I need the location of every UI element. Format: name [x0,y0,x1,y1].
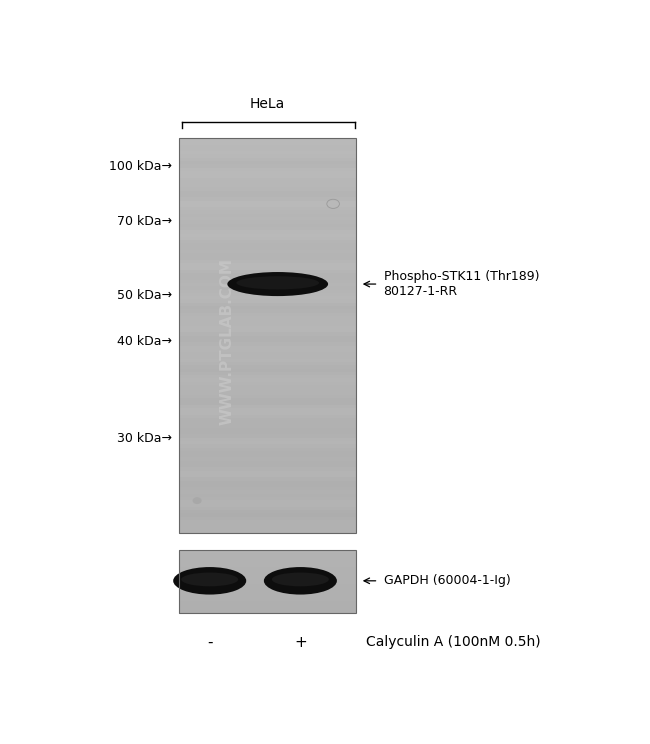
Bar [179,187,356,192]
Ellipse shape [173,567,246,594]
Bar [179,207,356,211]
Bar [179,578,356,580]
Bar [179,375,356,379]
Bar [179,582,356,585]
Bar [179,592,356,595]
Bar [179,293,356,298]
Bar [179,237,356,241]
Bar [179,589,356,591]
Bar [179,395,356,400]
Text: Phospho-STK11 (Thr189)
80127-1-RR: Phospho-STK11 (Thr189) 80127-1-RR [384,270,539,298]
Bar [179,609,356,612]
Bar [179,356,356,360]
Ellipse shape [181,573,238,586]
Bar [179,138,356,142]
Bar [179,201,356,205]
Ellipse shape [192,497,202,504]
Bar [179,612,356,614]
Bar [179,270,356,275]
Bar [179,250,356,254]
Ellipse shape [237,276,319,289]
Text: -: - [207,635,213,650]
Bar [179,448,356,452]
Bar [179,500,356,504]
Bar [179,243,356,248]
Bar [179,161,356,165]
Bar [179,257,356,261]
Bar [179,484,356,488]
Bar [179,247,356,251]
Bar [179,551,356,614]
Bar [179,559,356,562]
Bar [179,402,356,406]
Bar [179,138,356,533]
Bar [179,234,356,238]
Bar [179,174,356,179]
Bar [179,431,356,435]
Bar [179,214,356,218]
Bar [179,507,356,511]
Bar [179,273,356,278]
Bar [179,441,356,446]
Bar [179,527,356,531]
Bar [179,580,356,583]
Ellipse shape [272,573,329,586]
Bar [179,398,356,403]
Bar [179,576,356,578]
Bar [179,167,356,172]
Bar [179,289,356,294]
Bar [179,345,356,350]
Bar [179,303,356,307]
Bar [179,266,356,271]
Bar [179,316,356,321]
Bar [179,490,356,495]
Bar [179,565,356,568]
Bar [179,605,356,608]
Bar [179,286,356,291]
Bar [179,551,356,614]
Bar [179,217,356,222]
Bar [179,365,356,370]
Text: 70 kDa→: 70 kDa→ [117,214,172,228]
Bar [179,164,356,169]
Bar [179,584,356,587]
Bar [179,306,356,310]
Bar [179,561,356,564]
Bar [179,408,356,412]
Bar [179,382,356,386]
Text: 30 kDa→: 30 kDa→ [117,432,172,445]
Bar [179,444,356,449]
Bar [179,151,356,155]
Text: +: + [294,635,307,650]
Bar [179,414,356,419]
Bar [179,333,356,337]
Bar [179,391,356,396]
Bar [179,296,356,301]
Bar [179,425,356,429]
Bar [179,523,356,527]
Text: Calyculin A (100nM 0.5h): Calyculin A (100nM 0.5h) [366,635,541,649]
Bar [179,141,356,146]
Bar [179,326,356,330]
Bar [179,464,356,469]
Bar [179,454,356,458]
Bar [179,280,356,284]
Bar [179,451,356,455]
Bar [179,597,356,600]
Bar [179,590,356,593]
Bar [179,388,356,393]
Bar [179,319,356,324]
Bar [179,184,356,188]
Bar [179,372,356,376]
Bar [179,220,356,225]
Bar [179,504,356,508]
Bar [179,586,356,589]
Bar [179,481,356,485]
Bar [179,359,356,363]
Bar [179,204,356,208]
Bar [179,339,356,343]
Bar [179,253,356,257]
Bar [179,510,356,515]
Bar [179,368,356,373]
Bar [179,171,356,176]
